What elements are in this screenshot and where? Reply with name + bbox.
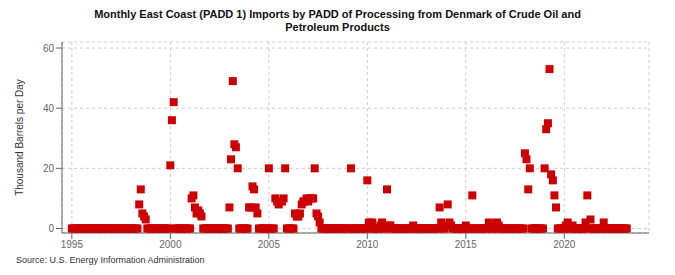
svg-text:Thousand Barrels per Day: Thousand Barrels per Day [14,79,25,196]
svg-text:2005: 2005 [258,239,281,250]
svg-text:2020: 2020 [553,239,576,250]
html-text:Monthly East Coast (PADD 1) Im: Monthly East Coast (PADD 1) Imports by P… [94,8,581,20]
svg-text:1995: 1995 [61,239,84,250]
svg-text:20: 20 [43,163,55,174]
svg-text:2000: 2000 [159,239,182,250]
svg-text:40: 40 [43,103,55,114]
svg-text:2010: 2010 [356,239,379,250]
svg-text:2015: 2015 [455,239,478,250]
html-text:Source: U.S. Energy Informatio: Source: U.S. Energy Information Administ… [16,255,205,265]
svg-text:60: 60 [43,43,55,54]
html-text:Petroleum Products: Petroleum Products [285,21,390,33]
svg-text:0: 0 [48,223,54,234]
